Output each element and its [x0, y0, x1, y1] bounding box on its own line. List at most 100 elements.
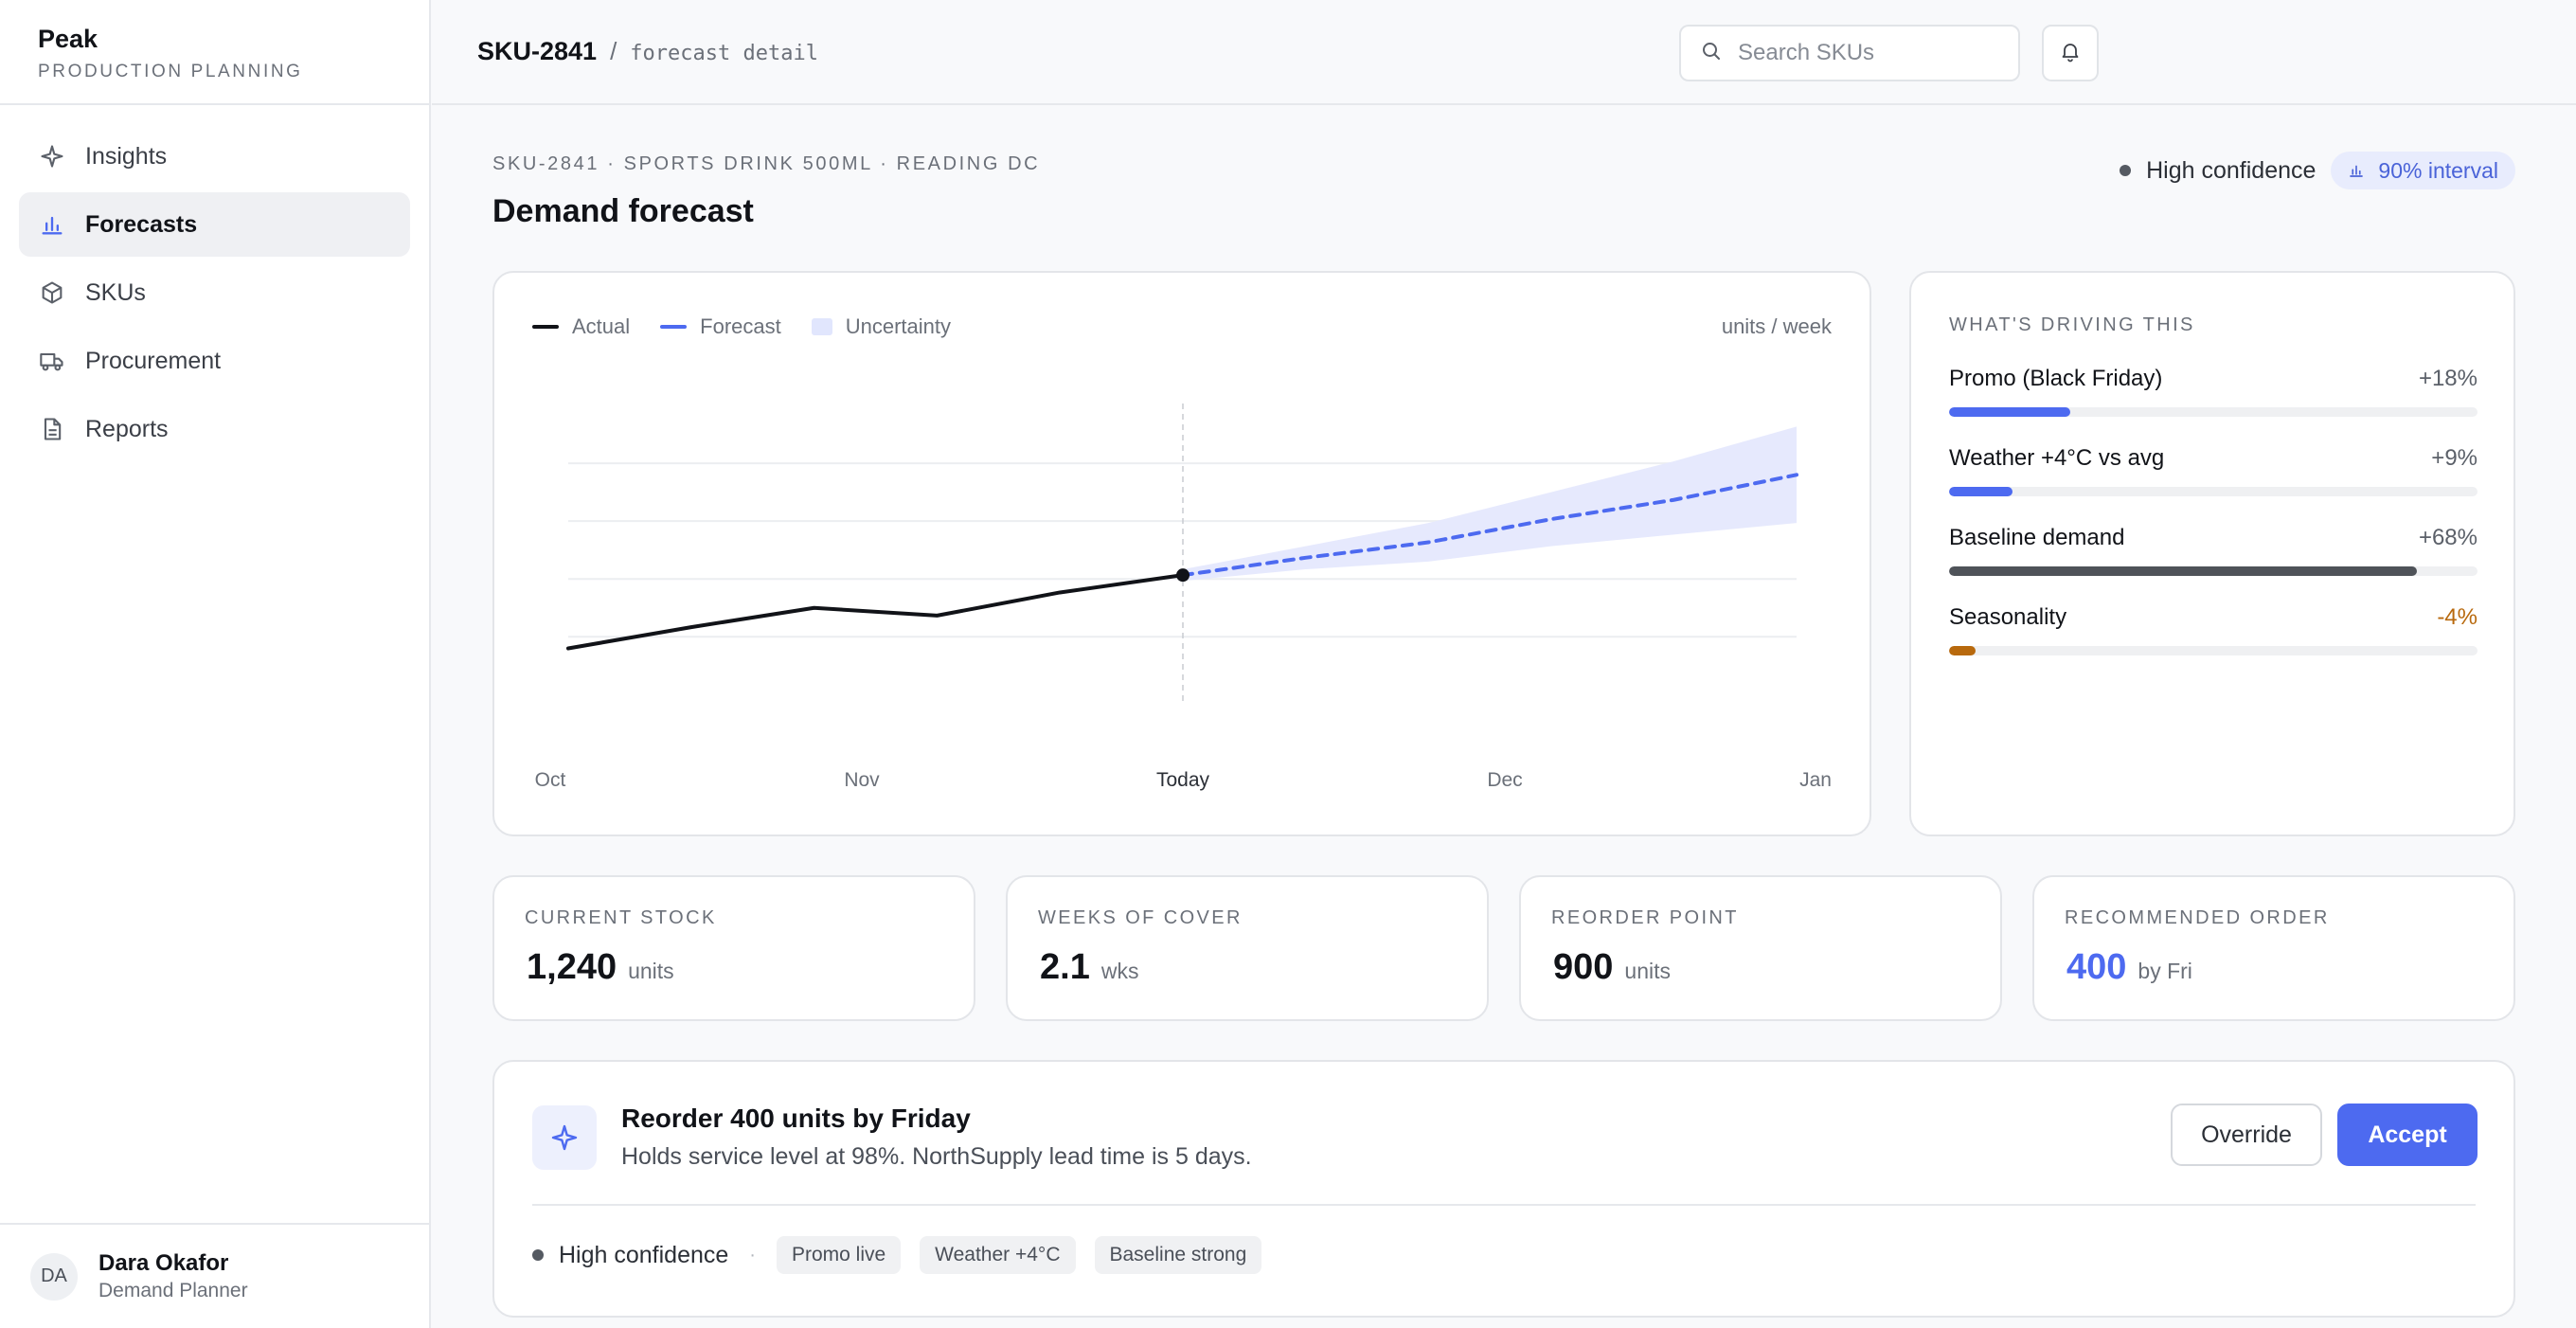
- x-label-oct: Oct: [534, 769, 566, 791]
- drivers-title: WHAT'S DRIVING THIS: [1949, 314, 2195, 335]
- stat-value: 400: [2066, 947, 2127, 987]
- confidence-label: High confidence: [2146, 156, 2317, 184]
- app-name: Peak: [38, 25, 98, 53]
- accept-button[interactable]: Accept: [2337, 1104, 2478, 1166]
- cube-icon: [38, 278, 66, 307]
- stat-label: CURRENT STOCK: [525, 907, 717, 928]
- sidebar-item-label: Forecasts: [85, 210, 198, 238]
- legend-forecast: Forecast: [660, 314, 781, 339]
- divider: [532, 1204, 2476, 1206]
- sidebar: Peak PRODUCTION PLANNING Insights Foreca…: [0, 0, 431, 1328]
- legend-actual-swatch: [532, 325, 559, 329]
- stat-current-stock: CURRENT STOCK 1,240 units: [492, 875, 975, 1021]
- driver-value: +68%: [2418, 525, 2478, 550]
- stat-weeks-of-cover: WEEKS OF COVER 2.1 wks: [1006, 875, 1489, 1021]
- driver-value: +9%: [2431, 445, 2478, 471]
- sparkle-icon: [532, 1105, 597, 1170]
- chart-units: units / week: [1721, 314, 1832, 338]
- driver-seasonality[interactable]: Seasonality -4%: [1949, 604, 2478, 655]
- override-button[interactable]: Override: [2171, 1104, 2322, 1166]
- breadcrumb-sku[interactable]: SKU-2841: [477, 37, 598, 65]
- app-subtitle: PRODUCTION PLANNING: [38, 62, 303, 81]
- interval-label: 90% interval: [2378, 157, 2498, 183]
- sidebar-item-skus[interactable]: SKUs: [19, 260, 410, 325]
- topbar: SKU-2841 / forecast detail: [432, 0, 2576, 105]
- sidebar-item-insights[interactable]: Insights: [19, 124, 410, 188]
- driver-baseline[interactable]: Baseline demand +68%: [1949, 525, 2478, 576]
- sidebar-item-reports[interactable]: Reports: [19, 397, 410, 461]
- stat-label: WEEKS OF COVER: [1038, 907, 1243, 928]
- legend-uncertainty-swatch: [811, 318, 832, 335]
- breadcrumb-page: forecast detail: [630, 42, 818, 65]
- page-title: Demand forecast: [492, 193, 754, 229]
- legend-uncertainty: Uncertainty: [811, 314, 952, 339]
- driver-bar-fill: [1949, 646, 1976, 655]
- forecast-chart-card: Actual Forecast Uncertainty units / week…: [492, 271, 1871, 836]
- driver-bar-track: [1949, 566, 2478, 576]
- driver-label: Seasonality: [1949, 604, 2067, 630]
- search-icon: [1700, 40, 1723, 67]
- sidebar-item-label: Insights: [85, 142, 168, 170]
- stat-unit: units: [1624, 959, 1671, 983]
- stat-unit: by Fri: [2138, 959, 2192, 983]
- stat-value: 900: [1553, 947, 1614, 987]
- actual-series-line: [566, 573, 1185, 651]
- search-box[interactable]: [1679, 25, 2020, 81]
- stat-value: 1,240: [527, 947, 617, 987]
- drivers-card: WHAT'S DRIVING THIS Promo (Black Friday)…: [1909, 271, 2515, 836]
- confidence-indicator: High confidence 90% interval: [2120, 152, 2515, 189]
- driver-value: +18%: [2418, 366, 2478, 391]
- bar-chart-icon: [38, 210, 66, 239]
- legend-forecast-label: Forecast: [700, 314, 781, 338]
- x-label-dec: Dec: [1487, 769, 1523, 791]
- sku-description: SKU-2841 · SPORTS DRINK 500ML · READING …: [492, 153, 1041, 174]
- sidebar-item-procurement[interactable]: Procurement: [19, 329, 410, 393]
- recommendation-card: Reorder 400 units by Friday Holds servic…: [492, 1060, 2515, 1318]
- tag-promo: Promo live: [776, 1236, 902, 1274]
- legend-uncertainty-label: Uncertainty: [845, 314, 952, 338]
- recommendation-footer: High confidence · Promo live Weather +4°…: [532, 1236, 1280, 1274]
- stat-reorder-point: REORDER POINT 900 units: [1519, 875, 2002, 1021]
- user-role: Demand Planner: [98, 1280, 248, 1301]
- brand: Peak PRODUCTION PLANNING: [0, 0, 429, 105]
- recommendation-subtitle: Holds service level at 98%. NorthSupply …: [621, 1143, 1252, 1170]
- user-name: Dara Okafor: [98, 1250, 229, 1276]
- forecast-chart: [566, 404, 1798, 704]
- legend-actual: Actual: [532, 314, 630, 339]
- chart-legend: Actual Forecast Uncertainty: [532, 314, 981, 339]
- sparkle-icon: [38, 142, 66, 170]
- interval-badge[interactable]: 90% interval: [2331, 152, 2515, 189]
- driver-promo[interactable]: Promo (Black Friday) +18%: [1949, 366, 2478, 417]
- confidence-label: High confidence: [559, 1241, 729, 1268]
- stat-value: 2.1: [1040, 947, 1090, 987]
- bell-icon: [2059, 40, 2082, 67]
- confidence-dot: [532, 1249, 544, 1261]
- notifications-button[interactable]: [2042, 25, 2099, 81]
- recommendation-title: Reorder 400 units by Friday: [621, 1104, 971, 1133]
- sidebar-item-label: Procurement: [85, 347, 222, 374]
- avatar: DA: [30, 1252, 78, 1301]
- legend-forecast-swatch: [660, 325, 688, 329]
- search-input[interactable]: [1738, 40, 2003, 66]
- user-profile[interactable]: DA Dara Okafor Demand Planner: [0, 1223, 429, 1328]
- driver-bar-fill: [1949, 566, 2417, 576]
- x-label-today: Today: [1155, 769, 1210, 791]
- stat-unit: wks: [1100, 959, 1139, 983]
- stat-unit: units: [628, 959, 674, 983]
- sidebar-item-forecasts[interactable]: Forecasts: [19, 192, 410, 257]
- stat-label: REORDER POINT: [1551, 907, 1739, 928]
- breadcrumb-separator: /: [610, 37, 617, 65]
- bar-chart-icon: [2348, 162, 2365, 179]
- driver-bar-track: [1949, 646, 2478, 655]
- driver-weather[interactable]: Weather +4°C vs avg +9%: [1949, 445, 2478, 496]
- forecast-series-line: [1181, 473, 1798, 578]
- tag-baseline: Baseline strong: [1094, 1236, 1262, 1274]
- breadcrumb: SKU-2841 / forecast detail: [477, 37, 818, 66]
- driver-bar-fill: [1949, 487, 2012, 496]
- sidebar-item-label: Reports: [85, 415, 169, 442]
- separator: ·: [749, 1244, 756, 1265]
- truck-icon: [38, 347, 66, 375]
- driver-label: Baseline demand: [1949, 525, 2125, 550]
- driver-label: Promo (Black Friday): [1949, 366, 2163, 391]
- driver-bar-fill: [1949, 407, 2071, 417]
